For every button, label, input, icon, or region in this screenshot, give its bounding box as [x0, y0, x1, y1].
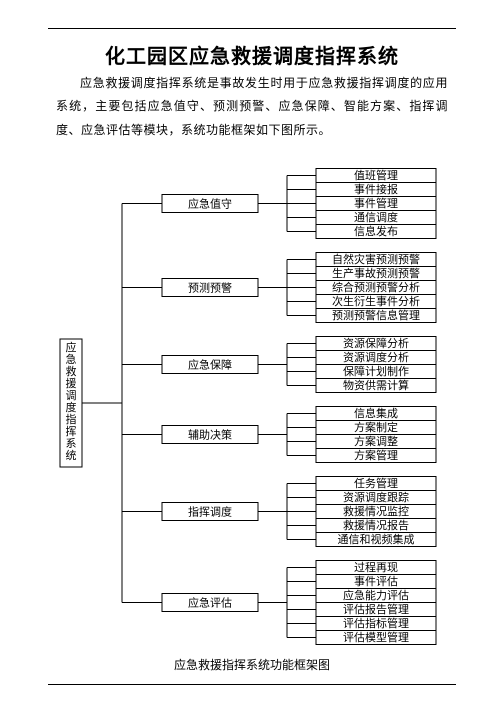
leaf-label: 生产事故预测预警	[332, 266, 420, 280]
leaf-label: 过程再现	[354, 561, 398, 574]
leaf-label: 信息发布	[354, 224, 398, 238]
leaf-label: 事件评估	[354, 575, 398, 588]
leaf-label: 应急能力评估	[343, 588, 409, 602]
leaf-label: 通信调度	[354, 210, 398, 224]
root-label-char: 调	[66, 389, 77, 402]
leaf-label: 评估模型管理	[343, 630, 409, 644]
root-label-char: 援	[66, 376, 77, 390]
module-label: 应急评估	[188, 596, 232, 610]
module-label: 应急保障	[188, 358, 232, 372]
intro-paragraph: 应急救援调度指挥系统是事故发生时用于应急救援指挥调度的应用系统，主要包括应急值守…	[56, 72, 448, 142]
leaf-label: 综合预测预警分析	[332, 280, 420, 294]
root-label-char: 统	[66, 449, 77, 462]
root-label-char: 挥	[66, 425, 77, 438]
root-label-char: 应	[66, 340, 77, 354]
leaf-label: 评估指标管理	[343, 616, 409, 630]
root-label-char: 救	[66, 364, 77, 378]
top-rule	[48, 28, 456, 29]
leaf-label: 预测预警信息管理	[332, 308, 420, 322]
leaf-label: 通信和视频集成	[338, 532, 415, 546]
leaf-label: 保障计划制作	[343, 364, 409, 378]
leaf-label: 救援情况监控	[343, 504, 409, 518]
root-label-char: 度	[66, 400, 77, 414]
page-title: 化工园区应急救援调度指挥系统	[0, 40, 504, 69]
bottom-rule	[48, 684, 456, 685]
diagram-caption: 应急救援指挥系统功能框架图	[0, 656, 504, 673]
framework-diagram: 值班管理事件接报事件管理通信调度信息发布 应急值守自然灾害预测预警生产事故预测预警…	[56, 150, 448, 655]
leaf-label: 事件管理	[354, 196, 398, 210]
leaf-label: 方案制定	[354, 420, 398, 434]
module-label: 预测预警	[188, 281, 232, 295]
leaf-label: 资源保障分析	[343, 336, 409, 350]
leaf-label: 物资供需计算	[343, 378, 409, 392]
leaf-label: 方案调整	[354, 434, 398, 448]
leaf-label: 事件接报	[354, 182, 398, 196]
module-label: 指挥调度	[188, 505, 232, 519]
module-label: 应急值守	[188, 197, 232, 211]
leaf-label: 值班管理	[354, 168, 398, 182]
leaf-label: 资源调度分析	[343, 350, 409, 364]
module-label: 辅助决策	[188, 428, 232, 442]
root-label-char: 指	[66, 412, 77, 426]
root-label-char: 系	[66, 437, 77, 450]
leaf-label: 信息集成	[354, 406, 398, 420]
leaf-label: 次生衍生事件分析	[332, 294, 420, 308]
leaf-label: 方案管理	[354, 448, 398, 462]
leaf-label: 评估报告管理	[343, 602, 409, 616]
leaf-label: 任务管理	[354, 476, 398, 490]
leaf-label: 救援情况报告	[343, 518, 409, 532]
leaf-label: 自然灾害预测预警	[332, 252, 420, 266]
root-label-char: 急	[66, 352, 77, 366]
leaf-label: 资源调度跟踪	[343, 490, 409, 504]
